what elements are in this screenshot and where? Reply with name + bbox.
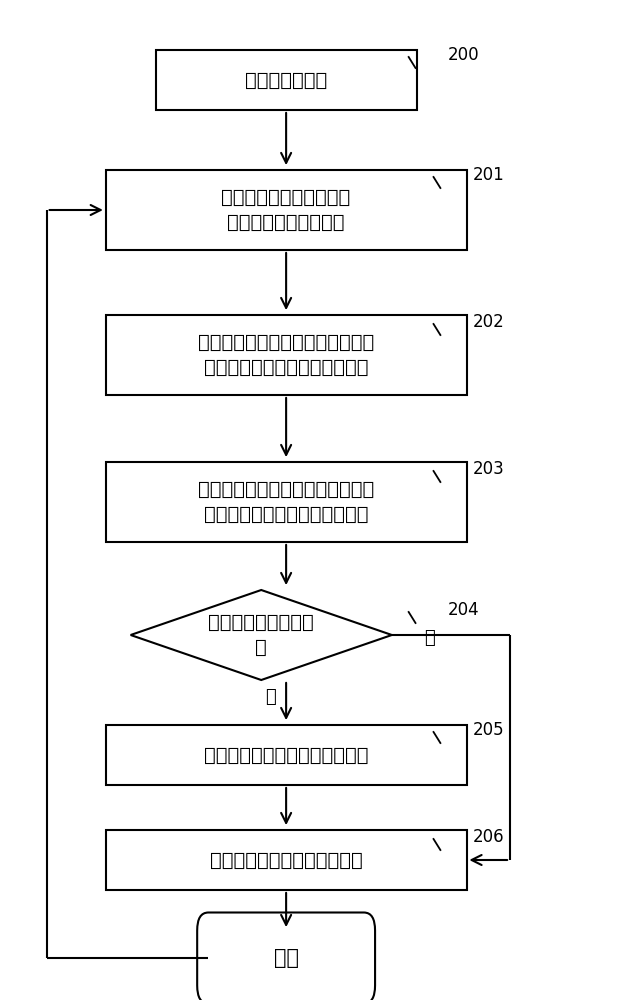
Text: 205: 205: [473, 721, 504, 739]
FancyBboxPatch shape: [197, 912, 375, 1000]
Text: 200: 200: [448, 46, 480, 64]
Text: 若调整增益的超过增益量程，则将
调整增益的大小设置为增益量程: 若调整增益的超过增益量程，则将 调整增益的大小设置为增益量程: [198, 480, 374, 524]
Text: 根据若干个符号的平均能量与预置
的参考能量的差值计算调整增益: 根据若干个符号的平均能量与预置 的参考能量的差值计算调整增益: [198, 333, 374, 377]
Text: 根据调整增益调整放大器的增益: 根据调整增益调整放大器的增益: [204, 746, 368, 764]
FancyBboxPatch shape: [106, 462, 466, 542]
Text: 结束: 结束: [274, 948, 299, 968]
Text: 203: 203: [473, 460, 504, 478]
Text: 设置增益初始值: 设置增益初始值: [245, 70, 327, 90]
Text: 获取模数转化后输出信号
若干个符号的平均能量: 获取模数转化后输出信号 若干个符号的平均能量: [221, 188, 351, 232]
Text: 206: 206: [473, 828, 504, 846]
FancyBboxPatch shape: [106, 170, 466, 250]
Text: 否: 否: [424, 629, 435, 647]
Text: 在预置的等待时间内进行等待: 在预置的等待时间内进行等待: [210, 850, 363, 869]
FancyBboxPatch shape: [156, 50, 417, 110]
Text: 204: 204: [448, 601, 480, 619]
FancyBboxPatch shape: [106, 830, 466, 890]
Text: 201: 201: [473, 166, 504, 184]
FancyBboxPatch shape: [106, 725, 466, 785]
Text: 调整增益超过调整门
限: 调整增益超过调整门 限: [208, 613, 314, 657]
Text: 是: 是: [265, 688, 276, 706]
Polygon shape: [131, 590, 392, 680]
FancyBboxPatch shape: [106, 315, 466, 395]
Text: 202: 202: [473, 313, 504, 331]
